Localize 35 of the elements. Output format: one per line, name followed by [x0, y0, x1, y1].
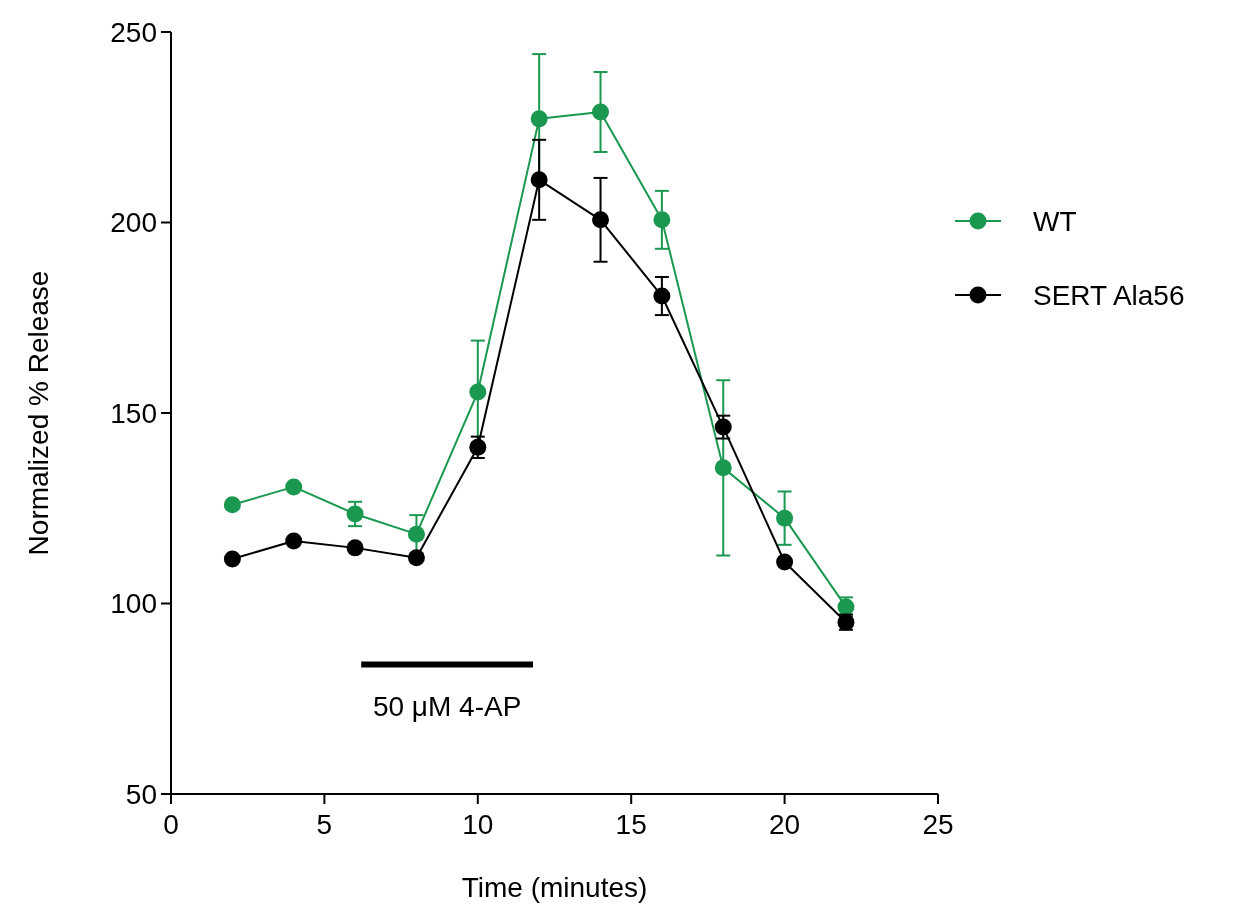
point: [346, 539, 364, 557]
x-tick-label: 25: [922, 809, 954, 840]
x-tick-label: 15: [615, 809, 647, 840]
x-tick-label: 0: [163, 809, 179, 840]
point: [592, 103, 610, 121]
y-tick-label: 150: [110, 397, 157, 429]
point: [776, 509, 794, 527]
x-tick-label: 5: [316, 809, 333, 840]
point: [407, 549, 425, 567]
point: [285, 478, 303, 496]
point: [346, 505, 364, 523]
y-tick-label: 50: [125, 778, 157, 810]
annotation: 50 μM 4-AP: [372, 691, 522, 723]
y-tick-label: 100: [110, 588, 157, 620]
point: [714, 418, 732, 436]
x-tick-label: 20: [769, 809, 801, 840]
point: [530, 110, 548, 128]
point: [469, 383, 487, 401]
y-tick-label: 250: [110, 16, 157, 48]
point: [592, 211, 610, 229]
legend-label: WT: [1033, 205, 1077, 237]
point: [530, 171, 548, 189]
y-tick-label: 200: [110, 207, 157, 239]
point: [653, 287, 671, 305]
point: [776, 553, 794, 571]
point: [714, 459, 732, 477]
x-tick-label: 10: [462, 809, 494, 840]
legend-label: SERT Ala56: [1033, 279, 1185, 311]
point: [285, 532, 303, 550]
x-axis-title: Time (minutes): [461, 872, 648, 903]
point: [653, 211, 671, 229]
point: [407, 525, 425, 543]
point: [223, 550, 241, 568]
point: [223, 496, 241, 514]
y-axis-title: Normalized % Release: [23, 270, 54, 556]
